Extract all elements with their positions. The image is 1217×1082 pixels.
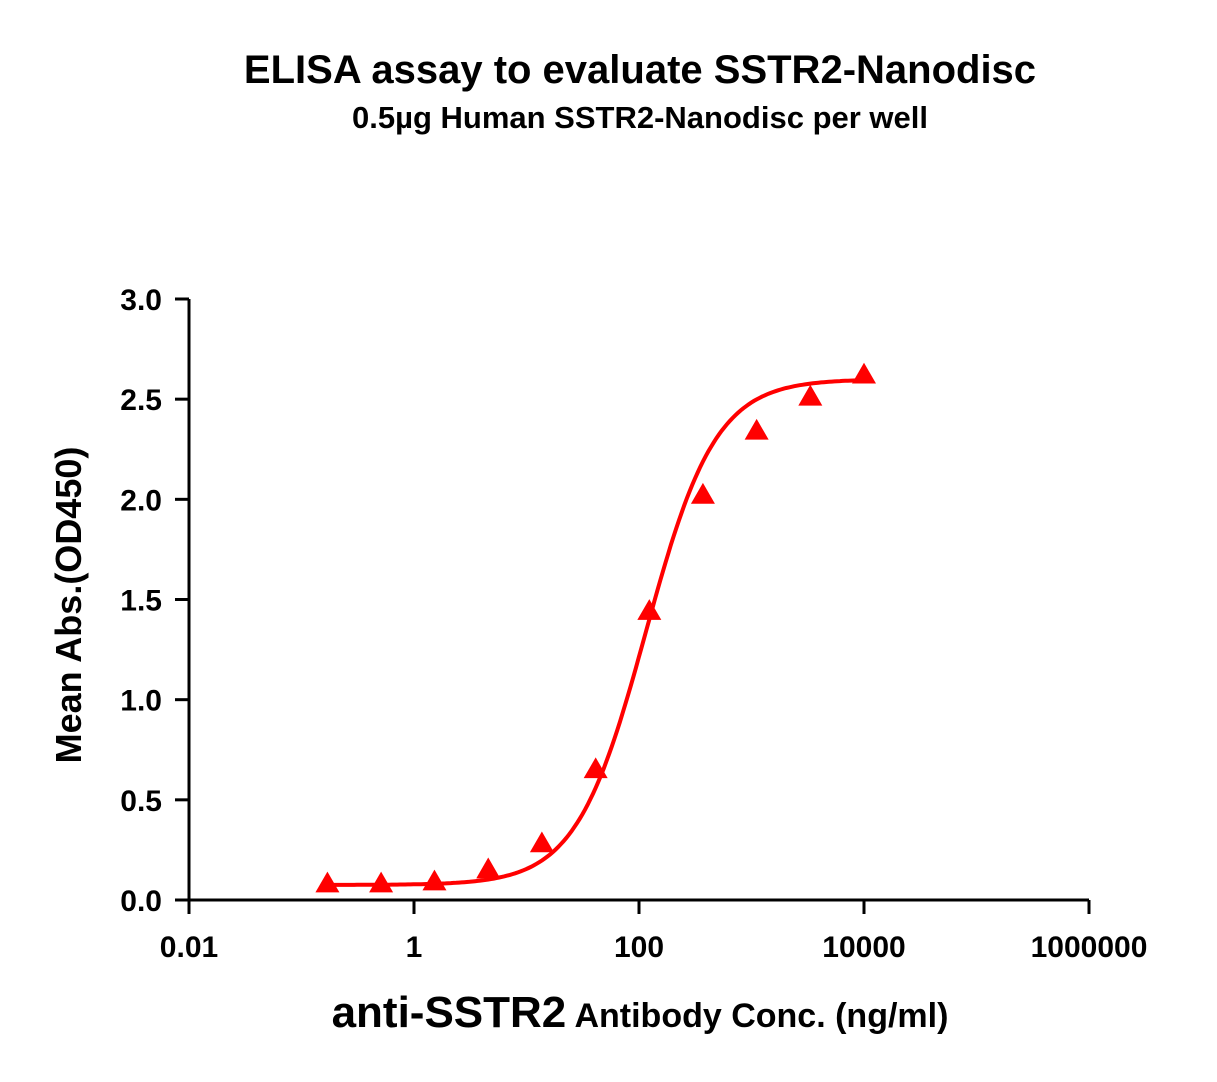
chart-title: ELISA assay to evaluate SSTR2-Nanodisc [244, 48, 1036, 92]
y-tick-label: 0.5 [120, 785, 162, 818]
data-point [583, 757, 608, 779]
data-point [369, 871, 394, 893]
data-points-layer [315, 362, 876, 893]
data-point [637, 599, 662, 620]
y-tick-label: 2.0 [120, 484, 162, 517]
data-point [852, 362, 876, 384]
x-tick-label: 1 [406, 931, 423, 964]
y-tick-label: 0.0 [120, 885, 162, 918]
x-tick-label: 0.01 [160, 931, 218, 964]
axes: 0.0 0.5 1.0 1.5 2.0 2.5 3.0 0.01 1 100 10000 100000… [120, 284, 1147, 964]
x-tick-label: 1000000 [1031, 931, 1148, 964]
data-point [315, 871, 340, 893]
data-point [422, 869, 447, 891]
y-tick-label: 1.5 [120, 585, 162, 618]
x-tick-label: 100 [614, 931, 664, 964]
y-tick-label: 1.0 [120, 685, 162, 718]
chart-subtitle: 0.5µg Human SSTR2-Nanodisc per well [352, 100, 928, 135]
y-axis-label: Mean Abs.(OD450) [48, 447, 89, 764]
x-axis-label: anti-SSTR2 Antibody Conc. (ng/ml) [332, 988, 949, 1037]
x-axis-label-rest: Antibody Conc. (ng/ml) [566, 997, 948, 1035]
data-point [798, 384, 823, 406]
x-axis-label-main: anti-SSTR2 [332, 988, 567, 1037]
data-point [529, 831, 554, 853]
data-point [744, 418, 769, 440]
fit-curve [327, 378, 865, 887]
y-tick-label: 2.5 [120, 384, 162, 417]
data-point [476, 857, 501, 879]
data-point [690, 482, 715, 504]
x-tick-label: 10000 [822, 931, 905, 964]
y-tick-label: 3.0 [120, 284, 162, 317]
fit-curve-layer [327, 378, 865, 887]
